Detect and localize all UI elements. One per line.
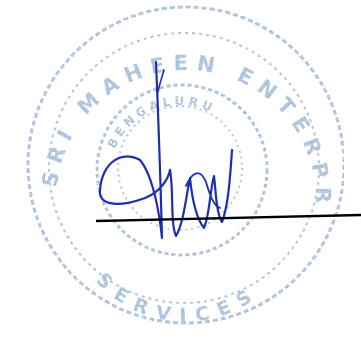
handwritten-signature (98, 60, 234, 240)
signature-stroke-accent (157, 69, 165, 93)
stamp-middle-ring (48, 32, 320, 304)
stamp-ring-text-bottom: SERVICES (92, 269, 264, 327)
stamp-ring-text-path-bottom: SERVICES (92, 269, 254, 327)
stamp-center-text: BENGALURU (105, 94, 218, 151)
stamp-core-ring (117, 105, 243, 231)
stamp-outer-ring (26, 5, 346, 325)
signature-line (95, 213, 361, 223)
stamp-center-text-path: BENGALURU (105, 94, 214, 151)
stamp-inner-ring (95, 83, 269, 257)
signature-stroke-loop (185, 172, 221, 209)
company-stamp: SRI MAHEEN ENTERPRISES SERVICES BENGALUR… (0, 0, 346, 327)
signature-stroke-main (98, 60, 234, 240)
